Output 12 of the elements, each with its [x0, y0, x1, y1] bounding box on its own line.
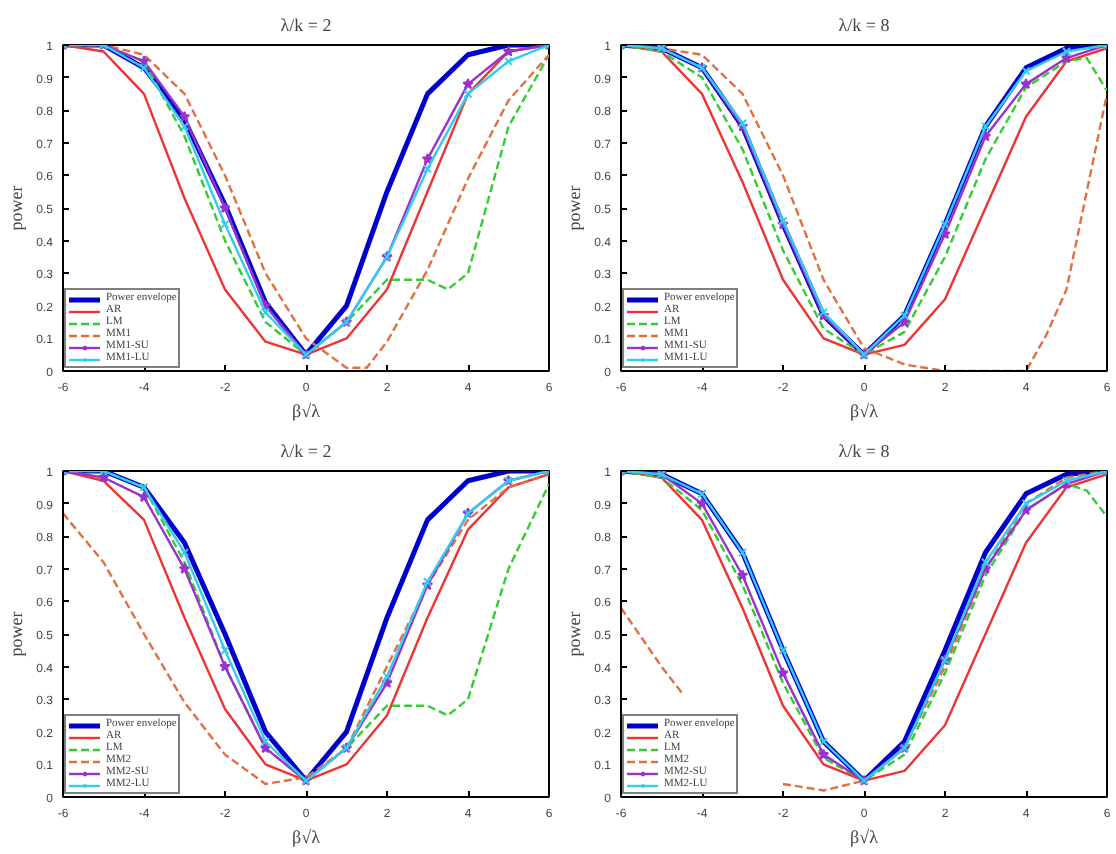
- chart-title: λ/k = 8: [838, 441, 891, 461]
- chart-title: λ/k = 2: [280, 15, 332, 35]
- x-axis-title: β√λ: [292, 827, 322, 847]
- x-axis-title: β√λ: [850, 401, 880, 421]
- x-axis-title: β√λ: [850, 827, 880, 847]
- y-axis-title: power: [6, 185, 27, 231]
- y-axis-title: power: [564, 185, 585, 231]
- x-axis-title: β√λ: [292, 401, 322, 421]
- y-axis-title: power: [6, 611, 27, 657]
- y-axis-title: power: [564, 611, 585, 657]
- chart-title: λ/k = 8: [838, 15, 891, 35]
- chart-title: λ/k = 2: [280, 441, 332, 461]
